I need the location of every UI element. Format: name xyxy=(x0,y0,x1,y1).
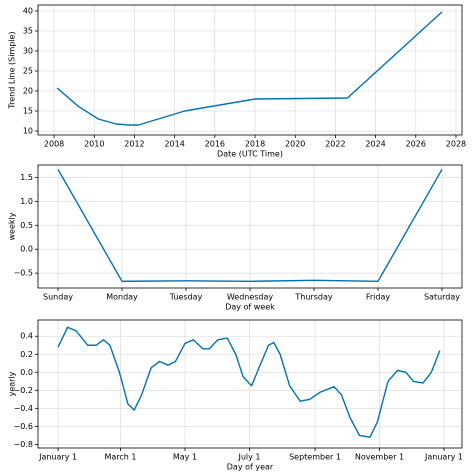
y-tick-label: −0.5 xyxy=(14,269,33,278)
y-tick-label: −0.8 xyxy=(14,440,33,449)
y-tick-label: 25 xyxy=(23,67,33,76)
y-tick-label: −0.2 xyxy=(14,386,33,395)
panel: −0.8 −0.6 −0.4 −0.2 0.0 0.2 0.4 January 1 March … xyxy=(8,319,463,472)
x-tick-label: 2012 xyxy=(124,140,144,149)
x-tick-label: 2022 xyxy=(325,140,345,149)
x-tick-label: 2014 xyxy=(164,140,184,149)
x-tick-label: 2020 xyxy=(285,140,305,149)
x-tick-label: January 1 xyxy=(424,453,463,462)
series-line xyxy=(57,326,441,438)
y-tick-label: 35 xyxy=(23,27,33,36)
y-tick-label: 1.5 xyxy=(20,173,33,182)
y-tick-label: −0.4 xyxy=(14,404,33,413)
x-tick-label: Thursday xyxy=(294,293,332,302)
x-tick-label: Monday xyxy=(106,293,138,302)
x-tick-label: May 1 xyxy=(173,453,197,462)
x-tick-label: 2010 xyxy=(84,140,104,149)
x-tick-label: January 1 xyxy=(38,453,77,462)
x-tick-label: 2016 xyxy=(205,140,225,149)
panel: −0.5 0.0 0.5 1.0 1.5 Sunday Monday Tuesday Wedne… xyxy=(8,164,463,312)
y-tick-label: 15 xyxy=(23,107,33,116)
plot-frame xyxy=(37,4,463,136)
plot-frame xyxy=(37,164,463,289)
y-tick-label: 0.0 xyxy=(20,368,33,377)
y-tick-label: 0.2 xyxy=(20,350,33,359)
x-tick-label: 2024 xyxy=(365,140,385,149)
y-axis-label: yearly xyxy=(8,371,17,396)
y-axis-label: weekly xyxy=(8,212,17,240)
y-axis-label: Trend Line (Simple) xyxy=(8,31,17,109)
series-line xyxy=(56,11,443,126)
series-line xyxy=(57,168,443,282)
y-tick-label: 1.0 xyxy=(20,197,33,206)
y-tick-label: 0.0 xyxy=(20,245,33,254)
x-tick-label: 2026 xyxy=(406,140,426,149)
x-tick-label: March 1 xyxy=(104,453,136,462)
plot-frame xyxy=(37,319,463,449)
x-tick-label: July 1 xyxy=(237,453,260,462)
x-tick-label: Friday xyxy=(366,293,391,302)
y-tick-label: 40 xyxy=(23,7,33,16)
x-tick-label: Sunday xyxy=(43,293,73,302)
x-tick-label: 2008 xyxy=(44,140,64,149)
x-tick-label: Saturday xyxy=(424,293,460,302)
x-tick-label: Wednesday xyxy=(227,293,274,302)
x-axis-label: Day of week xyxy=(225,303,275,312)
x-tick-label: September 1 xyxy=(289,453,341,462)
y-tick-label: 20 xyxy=(23,87,33,96)
x-axis-label: Date (UTC Time) xyxy=(217,150,283,159)
y-tick-label: 0.4 xyxy=(20,332,33,341)
x-axis-label: Day of year xyxy=(227,463,274,472)
x-tick-label: Tuesday xyxy=(169,293,203,302)
y-tick-label: −0.6 xyxy=(14,422,33,431)
y-tick-label: 30 xyxy=(23,47,33,56)
x-tick-label: 2028 xyxy=(446,140,466,149)
panel: 10 15 20 25 30 35 40 2008 2010 2012 2014 2016 2018 20… xyxy=(8,4,466,159)
y-tick-label: 0.5 xyxy=(20,221,33,230)
x-tick-label: 2018 xyxy=(245,140,265,149)
y-tick-label: 10 xyxy=(23,127,33,136)
x-tick-label: November 1 xyxy=(355,453,404,462)
